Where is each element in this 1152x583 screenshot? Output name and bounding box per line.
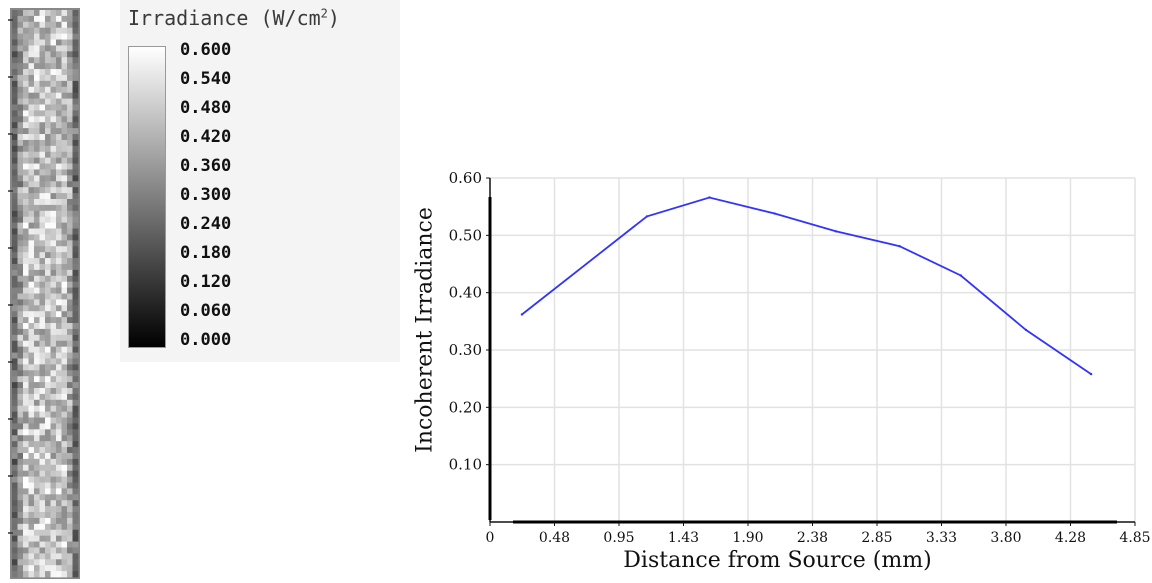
colorbar-title: Irradiance (W/cm2) [128, 6, 340, 30]
data-point [773, 212, 776, 215]
colorbar-tick-label: 0.180 [180, 243, 232, 263]
data-point [708, 196, 711, 199]
colorbar-tick-label: 0.480 [180, 98, 232, 118]
x-tick-label: 0.95 [603, 530, 634, 546]
y-tick-label: 0.40 [449, 284, 482, 302]
y-tick-label: 0.20 [449, 398, 482, 416]
y-tick-label: 0.30 [449, 341, 482, 359]
irradiance-heatmap [0, 0, 90, 579]
y-tick-label: 0.60 [449, 169, 482, 187]
x-tick-label: 4.85 [1119, 530, 1150, 546]
colorbar-gradient [128, 46, 166, 348]
colorbar-tick-label: 0.240 [180, 214, 232, 234]
colorbar-tick-label: 0.300 [180, 185, 232, 205]
data-point [1089, 372, 1093, 376]
data-point [898, 245, 901, 248]
colorbar-tick-label: 0.420 [180, 127, 232, 147]
x-tick-label: 3.80 [990, 530, 1021, 546]
y-axis-title: Incoherent Irradiance [412, 207, 438, 453]
x-tick-label: 4.28 [1055, 530, 1086, 546]
chart-plot-area: 0.10 0.20 0.30 0.40 0.50 0.60 0 0.48 0.95 1.43 1.9… [449, 169, 1150, 546]
x-tick-label: 0 [486, 530, 495, 546]
y-tick-label: 0.50 [449, 226, 482, 244]
x-tick-label: 0.48 [539, 530, 570, 546]
colorbar-tick-label: 0.060 [180, 301, 232, 321]
data-point [645, 215, 649, 218]
x-tick-label: 2.85 [861, 530, 892, 546]
data-point [834, 230, 837, 233]
data-point [1024, 328, 1028, 332]
colorbar-tick-label: 0.000 [180, 330, 232, 350]
x-tick-label: 3.33 [926, 530, 957, 546]
line-chart: 0.10 0.20 0.30 0.40 0.50 0.60 0 0.48 0.95 1.43 1.9… [405, 160, 1151, 579]
y-tick-label: 0.10 [449, 456, 482, 474]
x-tick-label: 1.90 [732, 530, 763, 546]
x-tick-label: 1.43 [668, 530, 699, 546]
heatmap-image [0, 0, 90, 579]
colorbar-legend: Irradiance (W/cm2) 0.600 0.540 0.480 0.420 0… [120, 0, 400, 362]
colorbar-tick-label: 0.600 [180, 40, 232, 60]
x-axis-title: Distance from Source (mm) [623, 548, 932, 573]
data-point [520, 313, 524, 316]
colorbar-tick-label: 0.120 [180, 272, 232, 292]
colorbar-tick-label: 0.360 [180, 156, 232, 176]
x-tick-label: 2.38 [797, 530, 828, 546]
data-point [959, 274, 962, 277]
colorbar-tick-label: 0.540 [180, 69, 232, 89]
